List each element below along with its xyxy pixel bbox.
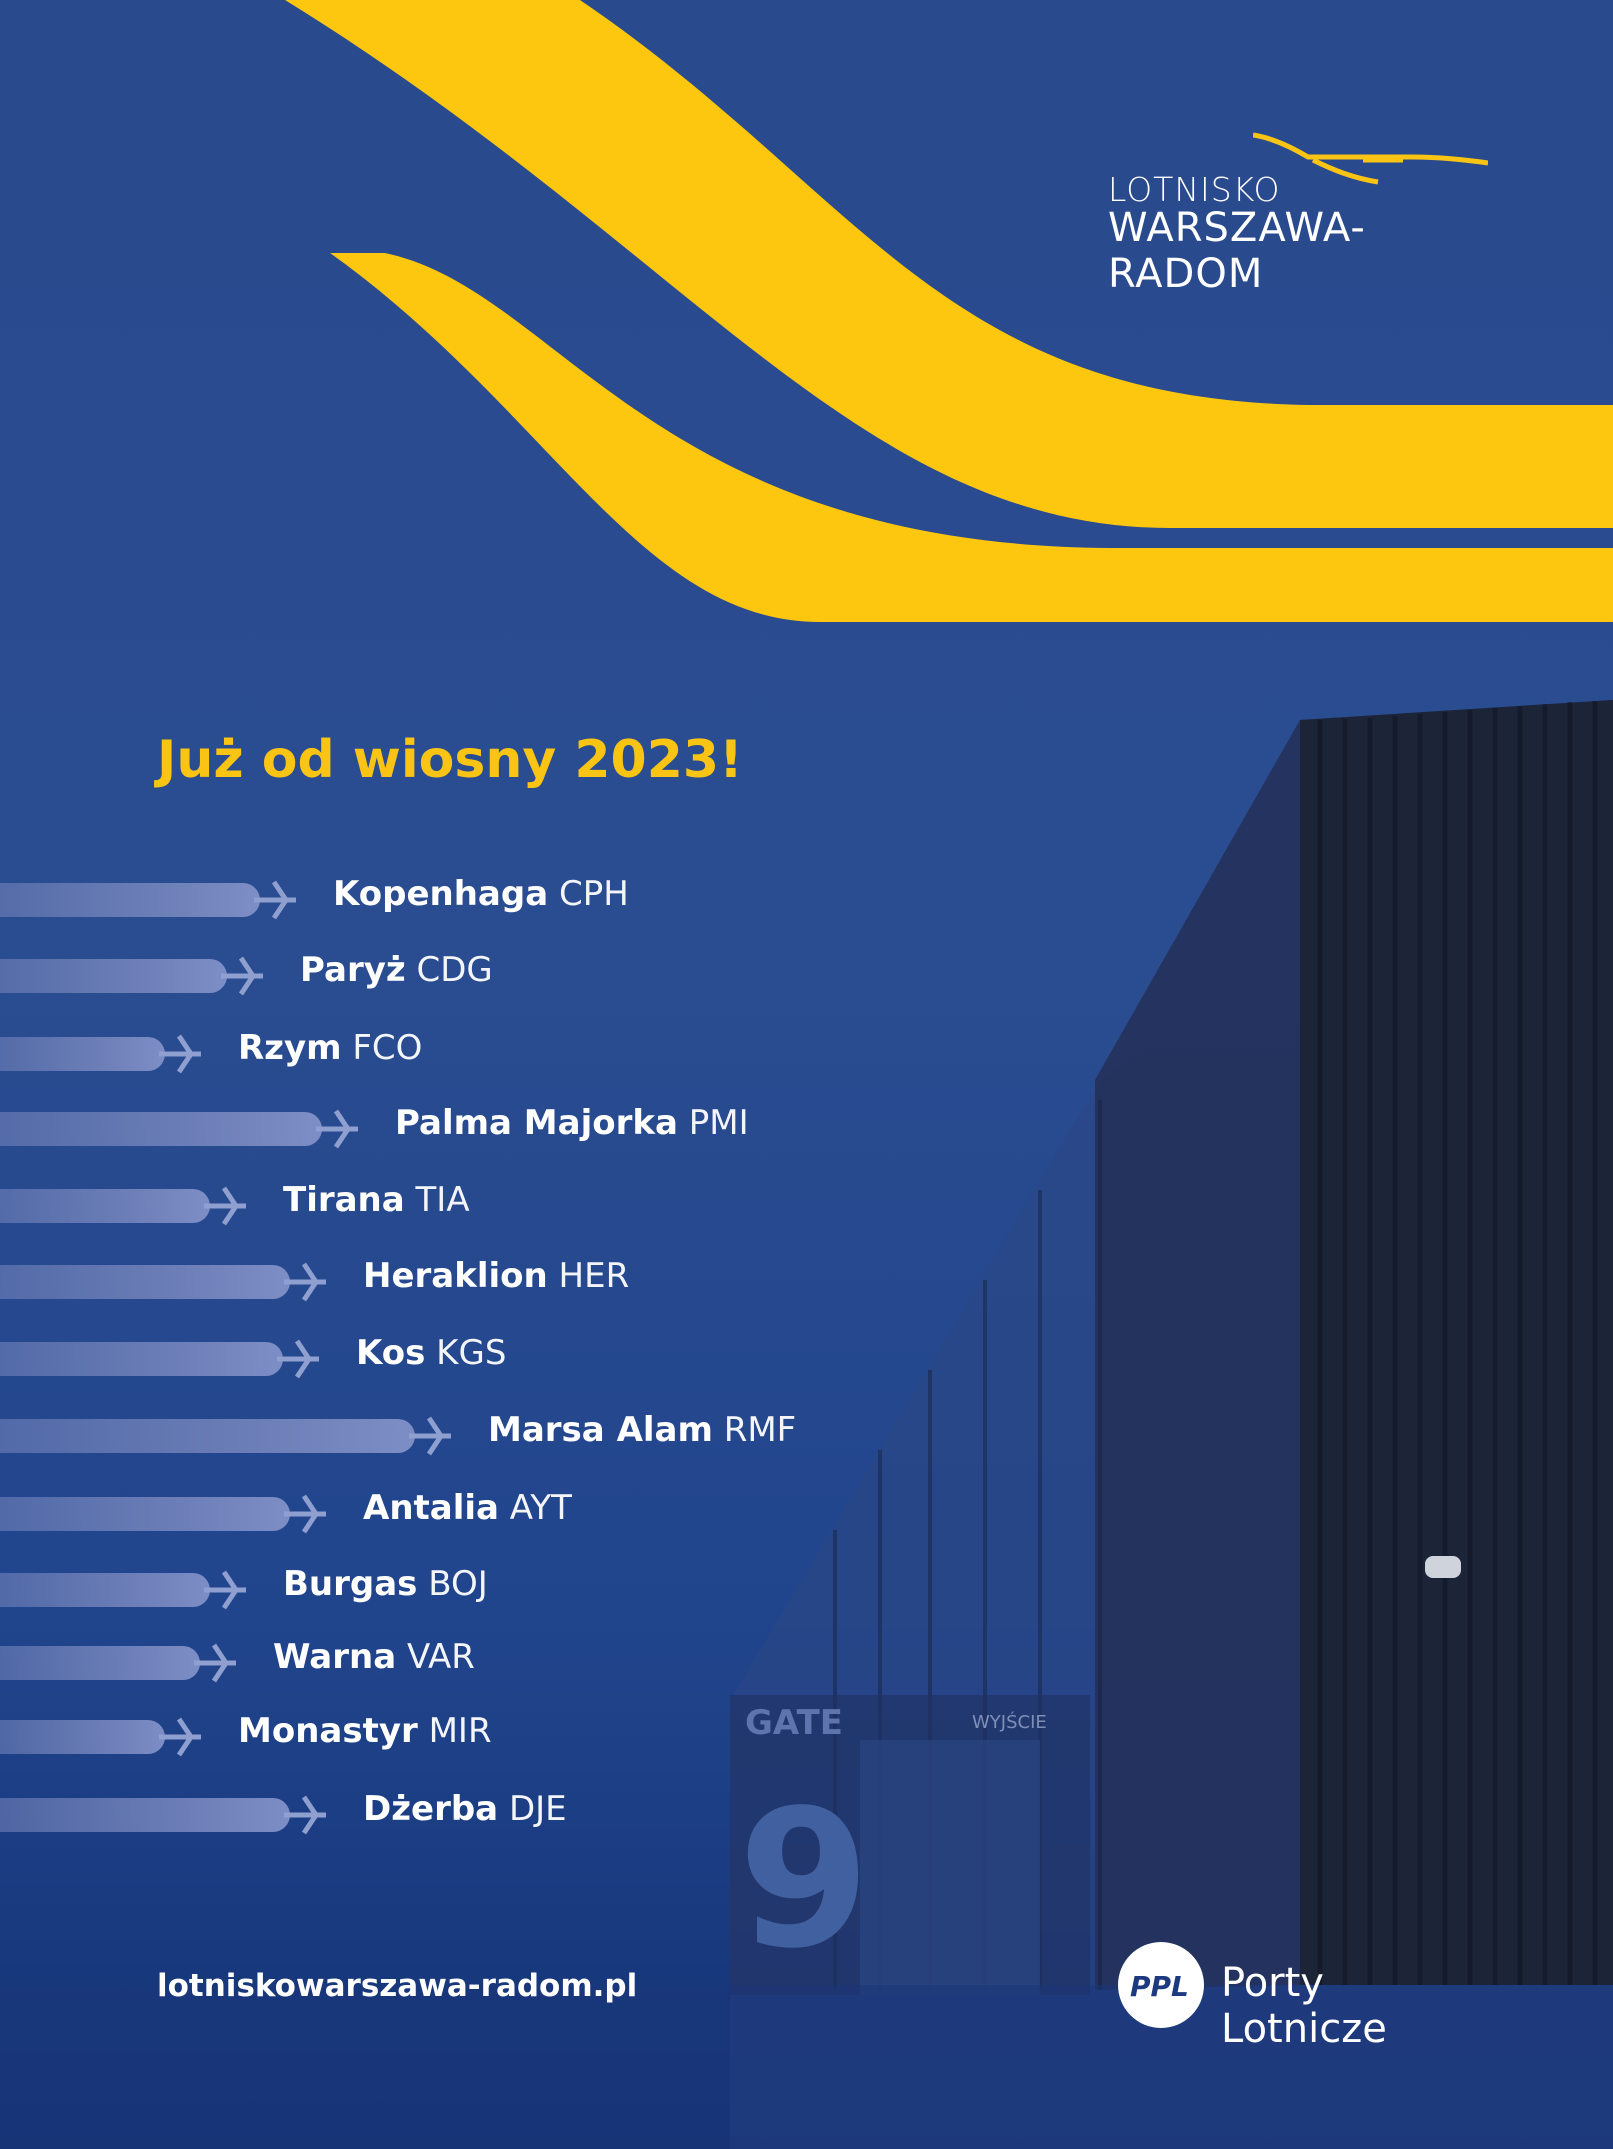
destination-trail: [0, 1798, 290, 1832]
gate-label: GATE: [745, 1703, 843, 1743]
destination-item: Burgas BOJ: [0, 1558, 900, 1610]
plane-arrow-icon: [284, 1795, 326, 1835]
ppl-logo: PPL Porty Lotnicze: [1118, 1942, 1498, 2052]
plane-icon: [1253, 132, 1488, 185]
destination-code: RMF: [723, 1410, 797, 1450]
destination-item: Paryż CDG: [0, 944, 900, 996]
destination-label: Kos KGS: [356, 1333, 506, 1373]
plane-arrow-icon: [277, 1339, 319, 1379]
plane-arrow-icon: [159, 1717, 201, 1757]
destination-trail: [0, 883, 260, 917]
plane-arrow-icon: [204, 1570, 246, 1610]
headline: Już od wiosny 2023!: [157, 730, 743, 790]
destination-label: Warna VAR: [273, 1637, 475, 1677]
destination-code: DJE: [508, 1789, 567, 1829]
destination-trail: [0, 1265, 290, 1299]
destination-trail: [0, 1342, 283, 1376]
gate-number: 9: [738, 1769, 870, 1990]
destination-label: Palma Majorka PMI: [395, 1103, 749, 1143]
destination-trail: [0, 1497, 290, 1531]
destination-label: Antalia AYT: [363, 1488, 572, 1528]
terminal-building: [0, 700, 1613, 2149]
destination-label: Paryż CDG: [300, 950, 493, 990]
destination-code: FCO: [352, 1028, 423, 1068]
destination-city: Warna: [273, 1637, 397, 1677]
destination-item: Kopenhaga CPH: [0, 868, 900, 920]
destination-label: Dżerba DJE: [363, 1789, 567, 1829]
destination-city: Burgas: [283, 1564, 418, 1604]
ppl-badge-icon: PPL: [1118, 1942, 1204, 2028]
destination-city: Heraklion: [363, 1256, 548, 1296]
destination-city: Marsa Alam: [488, 1410, 713, 1450]
destination-code: MIR: [428, 1711, 492, 1751]
destination-city: Dżerba: [363, 1789, 499, 1829]
plane-arrow-icon: [316, 1109, 358, 1149]
ppl-name: Porty Lotnicze: [1221, 1960, 1387, 2052]
plane-arrow-icon: [194, 1643, 236, 1683]
destination-city: Palma Majorka: [395, 1103, 678, 1143]
destination-trail: [0, 1720, 165, 1754]
destination-item: Kos KGS: [0, 1327, 900, 1379]
destination-trail: [0, 1112, 322, 1146]
destination-label: Tirana TIA: [283, 1180, 470, 1220]
plane-arrow-icon: [284, 1494, 326, 1534]
destination-code: HER: [558, 1256, 630, 1296]
destination-item: Monastyr MIR: [0, 1705, 900, 1757]
destination-code: VAR: [406, 1637, 475, 1677]
destination-item: Palma Majorka PMI: [0, 1097, 900, 1149]
logo-line2: WARSZAWA-RADOM: [1108, 205, 1366, 297]
destination-item: Tirana TIA: [0, 1174, 900, 1226]
destination-code: TIA: [415, 1180, 470, 1220]
website-link[interactable]: lotniskowarszawa-radom.pl: [157, 1968, 638, 2004]
destination-trail: [0, 1037, 165, 1071]
destination-code: CDG: [416, 950, 493, 990]
destination-label: Rzym FCO: [238, 1028, 422, 1068]
destination-city: Antalia: [363, 1488, 499, 1528]
gate-sign: GATE 9 WYJŚCIE: [738, 1703, 1047, 1990]
plane-arrow-icon: [409, 1416, 451, 1456]
plane-arrow-icon: [159, 1034, 201, 1074]
destination-code: PMI: [688, 1103, 749, 1143]
logo-line1: LOTNISKO: [1108, 170, 1281, 209]
destination-city: Tirana: [283, 1180, 405, 1220]
plane-arrow-icon: [204, 1186, 246, 1226]
destination-city: Monastyr: [238, 1711, 418, 1751]
destination-trail: [0, 1573, 210, 1607]
destination-item: Marsa Alam RMF: [0, 1404, 900, 1456]
destination-item: Warna VAR: [0, 1631, 900, 1683]
destination-code: AYT: [509, 1488, 572, 1528]
airport-logo: LOTNISKO WARSZAWA-RADOM: [1108, 130, 1488, 297]
destination-label: Monastyr MIR: [238, 1711, 492, 1751]
destination-city: Rzym: [238, 1028, 342, 1068]
plane-arrow-icon: [284, 1262, 326, 1302]
destination-label: Burgas BOJ: [283, 1564, 488, 1604]
destination-code: KGS: [436, 1333, 507, 1373]
yellow-ribbon-top: [285, 0, 1613, 528]
destination-trail: [0, 1646, 200, 1680]
destination-item: Heraklion HER: [0, 1250, 900, 1302]
destination-city: Paryż: [300, 950, 406, 990]
destination-city: Kopenhaga: [333, 874, 549, 914]
destination-code: CPH: [558, 874, 629, 914]
destination-label: Heraklion HER: [363, 1256, 629, 1296]
destination-trail: [0, 1419, 415, 1453]
destination-item: Antalia AYT: [0, 1482, 900, 1534]
exit-label: WYJŚCIE: [972, 1711, 1047, 1733]
yellow-ribbon-bottom: [330, 253, 1613, 622]
destination-trail: [0, 959, 227, 993]
plane-arrow-icon: [254, 880, 296, 920]
destination-item: Dżerba DJE: [0, 1783, 900, 1835]
ppl-badge-text: PPL: [1130, 1970, 1189, 2003]
destination-trail: [0, 1189, 210, 1223]
destination-label: Kopenhaga CPH: [333, 874, 629, 914]
destination-code: BOJ: [428, 1564, 488, 1604]
destination-label: Marsa Alam RMF: [488, 1410, 796, 1450]
plane-arrow-icon: [221, 956, 263, 996]
destination-item: Rzym FCO: [0, 1022, 900, 1074]
destination-city: Kos: [356, 1333, 426, 1373]
